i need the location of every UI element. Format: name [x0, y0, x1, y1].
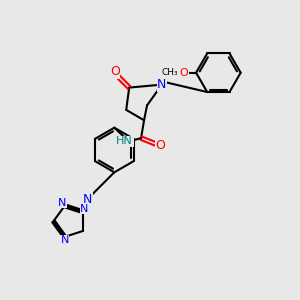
Text: N: N [80, 204, 88, 214]
Text: CH₃: CH₃ [162, 68, 178, 77]
Text: O: O [180, 68, 189, 78]
Text: O: O [155, 139, 165, 152]
Text: HN: HN [116, 136, 133, 146]
Text: N: N [83, 193, 92, 206]
Text: N: N [61, 236, 69, 245]
Text: O: O [110, 65, 120, 78]
Text: N: N [58, 198, 67, 208]
Text: N: N [157, 78, 167, 91]
